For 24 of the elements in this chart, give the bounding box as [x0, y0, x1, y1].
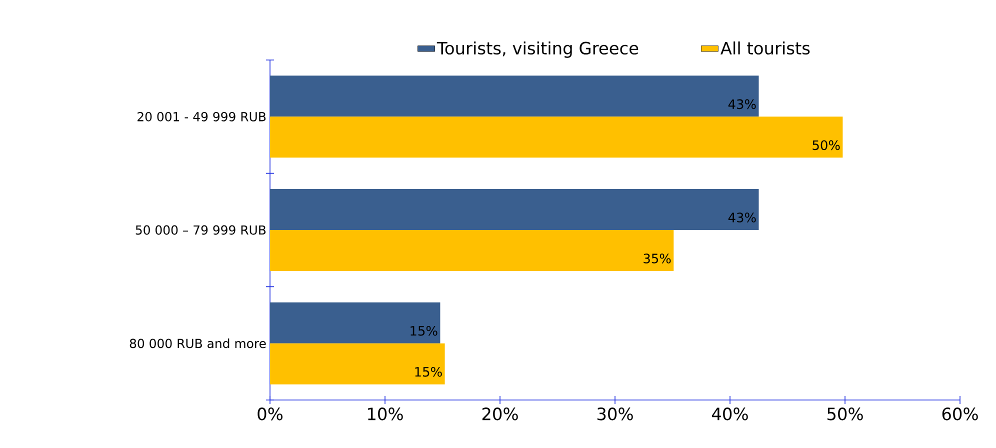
data-label: 43%: [728, 99, 756, 110]
bar: [270, 116, 843, 158]
x-tick-label: 10%: [368, 408, 403, 420]
legend-label: Tourists, visiting Greece: [436, 41, 638, 58]
x-tick-label: 0%: [258, 408, 282, 420]
data-label: 50%: [812, 140, 840, 150]
bar: [270, 76, 759, 117]
data-label: 15%: [415, 366, 442, 377]
data-label: 35%: [644, 254, 671, 264]
y-tick-label: 50 000 – 79 999 RUB: [136, 225, 266, 235]
legend-label: All tourists: [720, 41, 810, 55]
bar: [270, 302, 440, 344]
bar: [270, 230, 674, 271]
x-tick-label: 50%: [828, 408, 863, 420]
x-tick-label: 30%: [597, 408, 633, 420]
x-tick-label: 60%: [942, 408, 978, 420]
x-tick-label: 20%: [482, 408, 518, 420]
bar: [270, 343, 445, 384]
y-tick-label: 20 001 - 49 999 RUB: [138, 112, 266, 122]
y-tick-label: 80 000 RUB and more: [130, 338, 266, 348]
bar: [270, 189, 759, 230]
data-label: 15%: [410, 326, 438, 336]
data-label: 43%: [728, 212, 756, 222]
x-tick-label: 40%: [712, 408, 748, 420]
